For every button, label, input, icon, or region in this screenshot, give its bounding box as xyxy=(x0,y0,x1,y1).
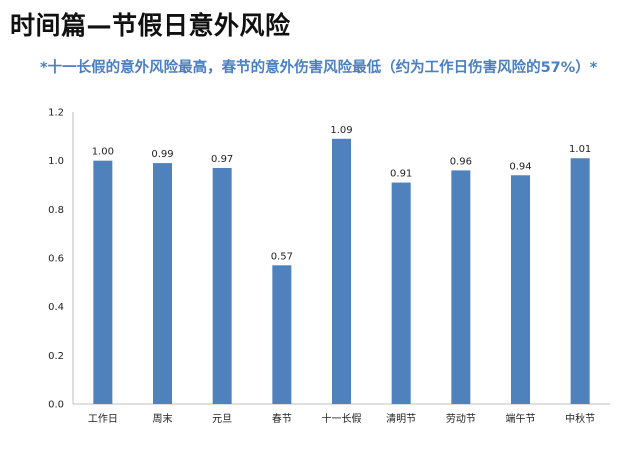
bar xyxy=(153,163,172,404)
category-label: 工作日 xyxy=(88,413,118,425)
y-tick-label: 1.0 xyxy=(48,156,64,167)
y-tick-label: 0.0 xyxy=(48,400,64,411)
category-label: 中秋节 xyxy=(565,412,595,425)
data-label: 0.91 xyxy=(390,169,412,180)
category-label: 端午节 xyxy=(506,412,536,425)
y-tick-label: 0.2 xyxy=(48,351,64,362)
chart-subtitle: *十一长假的意外风险最高，春节的意外伤害风险最低（约为工作日伤害风险的57%）* xyxy=(40,60,598,76)
y-tick-label: 1.2 xyxy=(48,108,64,119)
category-label: 周末 xyxy=(153,412,173,425)
bars xyxy=(93,138,590,404)
bar xyxy=(332,138,351,404)
data-label: 0.57 xyxy=(271,251,293,262)
bar xyxy=(93,160,113,404)
data-label: 0.99 xyxy=(151,149,173,160)
y-tick-label: 0.6 xyxy=(48,254,64,265)
y-axis-ticks: 0.0 0.2 0.4 0.6 0.8 1.0 1.2 xyxy=(48,108,64,411)
bar xyxy=(511,175,530,404)
category-label: 劳动节 xyxy=(446,412,476,425)
category-label: 春节 xyxy=(272,413,292,425)
category-label: 元旦 xyxy=(212,413,232,425)
bar xyxy=(570,158,590,404)
bar xyxy=(451,170,471,404)
data-labels: 1.00 0.99 0.97 0.57 1.09 0.91 0.96 0.94 1.01 xyxy=(92,125,592,263)
bar xyxy=(212,167,232,404)
category-label: 清明节 xyxy=(386,412,416,425)
data-label: 0.97 xyxy=(211,154,233,165)
y-tick-label: 0.4 xyxy=(48,302,64,313)
category-label: 十一长假 xyxy=(322,412,362,425)
data-label: 1.09 xyxy=(330,125,352,136)
data-label: 0.94 xyxy=(509,161,531,172)
y-tick-label: 0.8 xyxy=(48,205,64,216)
bar xyxy=(272,265,292,404)
page-title: 时间篇—节假日意外风险 xyxy=(10,11,291,40)
data-label: 0.96 xyxy=(450,156,472,167)
data-label: 1.01 xyxy=(569,144,591,155)
data-label: 1.00 xyxy=(92,147,114,158)
category-labels: 工作日 周末 元旦 春节 十一长假 清明节 劳动节 端午节 中秋节 xyxy=(88,412,595,425)
bar xyxy=(391,182,411,404)
